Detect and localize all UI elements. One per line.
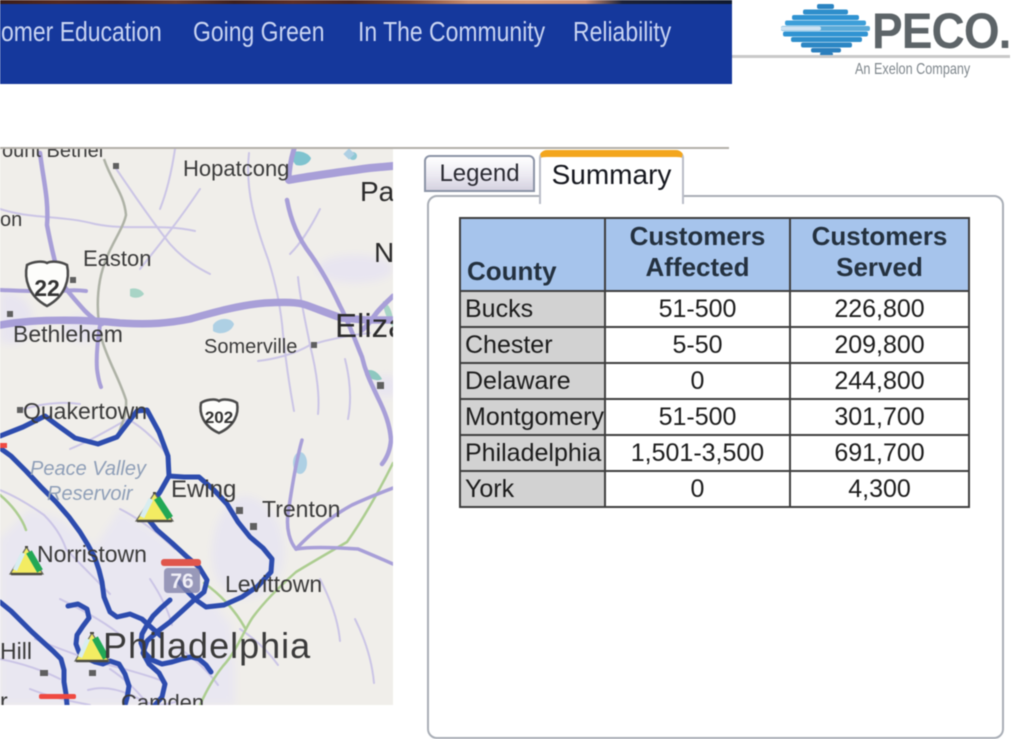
svg-text:Philadelphia: Philadelphia bbox=[103, 625, 311, 666]
svg-text:N: N bbox=[374, 237, 393, 268]
svg-text:Norristown: Norristown bbox=[37, 541, 147, 567]
svg-text:Pa: Pa bbox=[360, 176, 393, 207]
svg-text:76: 76 bbox=[170, 570, 193, 593]
svg-text:ount Bethel: ount Bethel bbox=[2, 149, 103, 162]
svg-text:Hopatcong: Hopatcong bbox=[183, 156, 289, 181]
svg-text:Bethlehem: Bethlehem bbox=[13, 321, 123, 347]
svg-text:Camden: Camden bbox=[121, 690, 204, 705]
svg-text:Reservoir: Reservoir bbox=[47, 483, 134, 505]
svg-text:Somerville: Somerville bbox=[204, 336, 297, 358]
svg-text:Hill: Hill bbox=[0, 638, 32, 664]
svg-text:Peace Valley: Peace Valley bbox=[30, 458, 147, 480]
svg-text:Easton: Easton bbox=[83, 246, 152, 271]
svg-text:Ewing: Ewing bbox=[171, 476, 236, 503]
svg-text:r: r bbox=[0, 688, 8, 705]
svg-text:Eliza: Eliza bbox=[335, 307, 393, 344]
svg-text:Levittown: Levittown bbox=[225, 571, 322, 597]
svg-text:Quakertown: Quakertown bbox=[23, 398, 147, 424]
svg-text:on: on bbox=[0, 209, 22, 231]
svg-text:22: 22 bbox=[34, 275, 60, 301]
svg-text:Trenton: Trenton bbox=[262, 496, 340, 522]
svg-text:202: 202 bbox=[205, 408, 233, 427]
